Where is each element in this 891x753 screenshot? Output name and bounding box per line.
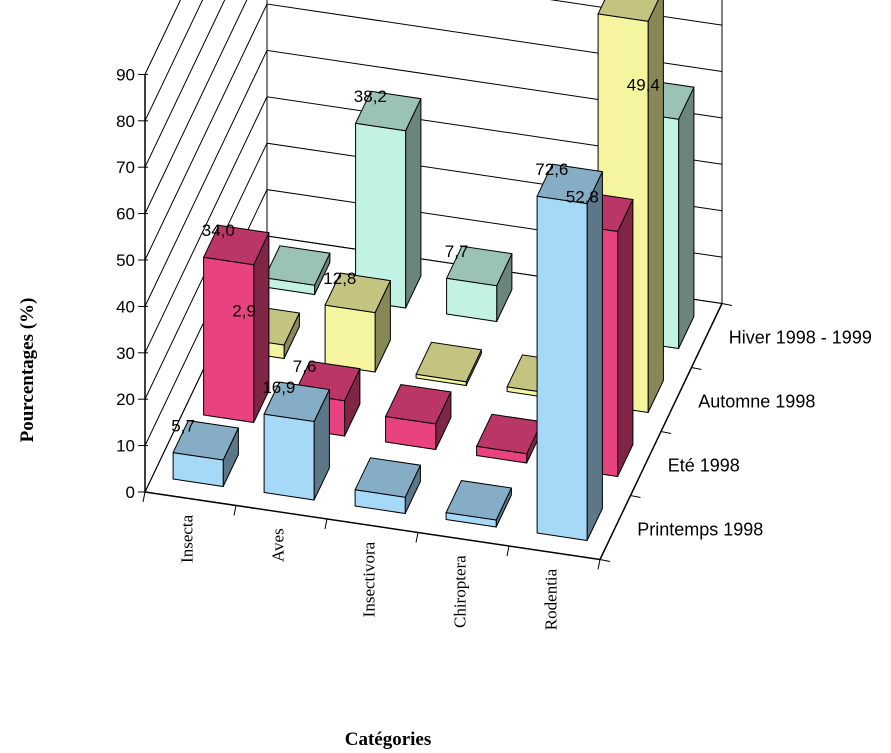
- bar-top: [172, 420, 240, 461]
- data-label: 2,9: [232, 301, 256, 320]
- bar: [263, 245, 331, 296]
- series-label: Eté 1998: [668, 456, 740, 476]
- gridline: [144, 0, 723, 214]
- bar: [415, 341, 483, 387]
- bar-front: [536, 195, 588, 542]
- data-label: 72,6: [535, 160, 568, 179]
- data-label: 7,6: [293, 357, 317, 376]
- y-tick-label: 70: [116, 158, 135, 177]
- x-tick: [324, 518, 328, 530]
- bar: [354, 90, 422, 309]
- bar: [324, 272, 392, 373]
- y-tick-label: 10: [116, 437, 135, 456]
- data-label: 12,8: [323, 269, 356, 288]
- chart-bars: [172, 0, 695, 542]
- depth-tick: [660, 431, 672, 434]
- x-tick: [597, 559, 601, 570]
- data-label: 38,2: [354, 87, 387, 106]
- gridline: [144, 0, 226, 168]
- data-label: 16,9: [262, 378, 295, 397]
- bar-top: [263, 245, 331, 286]
- bar-top: [445, 245, 513, 287]
- y-tick-label: 90: [116, 65, 135, 84]
- y-tick-label: 80: [116, 112, 135, 131]
- y-tick-label: 60: [116, 205, 135, 224]
- y-axis-title: Pourcentages (%): [17, 298, 38, 443]
- bar: [263, 381, 331, 501]
- data-label: 34,0: [202, 221, 235, 240]
- bar-front: [324, 304, 376, 373]
- bar-top: [354, 457, 422, 498]
- data-label: 52,8: [566, 188, 599, 207]
- bar: [445, 480, 513, 528]
- chart-labels: 38,27,749,42,912,884,334,07,652,85,716,9…: [171, 76, 660, 436]
- series-label: Printemps 1998: [637, 520, 763, 540]
- depth-tick: [630, 495, 641, 498]
- x-tick: [415, 532, 419, 543]
- data-label: 5,7: [171, 416, 195, 435]
- bar-top: [415, 341, 483, 383]
- x-axis-title: Catégories: [345, 729, 432, 750]
- bar: [475, 413, 543, 464]
- data-label: 7,7: [445, 242, 469, 261]
- gridline: [144, 0, 204, 122]
- depth-tick: [691, 367, 702, 370]
- bar: [172, 420, 240, 488]
- category-label: Insecta: [178, 514, 197, 563]
- bar-side: [678, 86, 695, 349]
- bar-top: [536, 163, 604, 205]
- depth-tick: [721, 303, 733, 306]
- bar-front: [203, 256, 255, 424]
- category-label: Aves: [269, 528, 288, 562]
- bar: [536, 163, 604, 542]
- bar-side: [405, 98, 422, 309]
- bar-top: [202, 224, 270, 266]
- bar-side: [647, 0, 664, 413]
- y-tick-label: 40: [116, 297, 135, 316]
- bar-top: [445, 480, 513, 521]
- bar-top: [324, 272, 392, 314]
- chart-grid: [144, 0, 723, 493]
- bar: [384, 383, 452, 451]
- y-tick-label: 30: [116, 344, 135, 363]
- y-tick-label: 50: [116, 251, 135, 270]
- bar-front: [263, 413, 315, 501]
- x-axis-line: [144, 491, 601, 561]
- category-label: Insectivora: [360, 541, 379, 617]
- x-tick: [233, 505, 237, 516]
- data-label: 49,4: [627, 76, 660, 95]
- bar-top: [354, 90, 422, 132]
- y-tick-label: 0: [126, 483, 135, 502]
- x-tick: [142, 491, 146, 503]
- series-label: Hiver 1998 - 1999: [729, 328, 872, 348]
- bar-top: [263, 381, 331, 423]
- bar-side: [617, 199, 634, 477]
- depth-tick: [599, 559, 611, 562]
- bar-top: [597, 0, 659, 22]
- bar-side: [586, 171, 603, 541]
- category-label: Chiroptera: [451, 555, 470, 628]
- bar: [445, 245, 513, 323]
- series-label: Automne 1998: [698, 392, 815, 412]
- x-tick: [506, 545, 510, 557]
- bar: [354, 457, 422, 515]
- bar: [202, 224, 270, 424]
- bar-top: [384, 383, 452, 425]
- category-label: Rodentia: [542, 568, 561, 630]
- y-tick-label: 20: [116, 390, 135, 409]
